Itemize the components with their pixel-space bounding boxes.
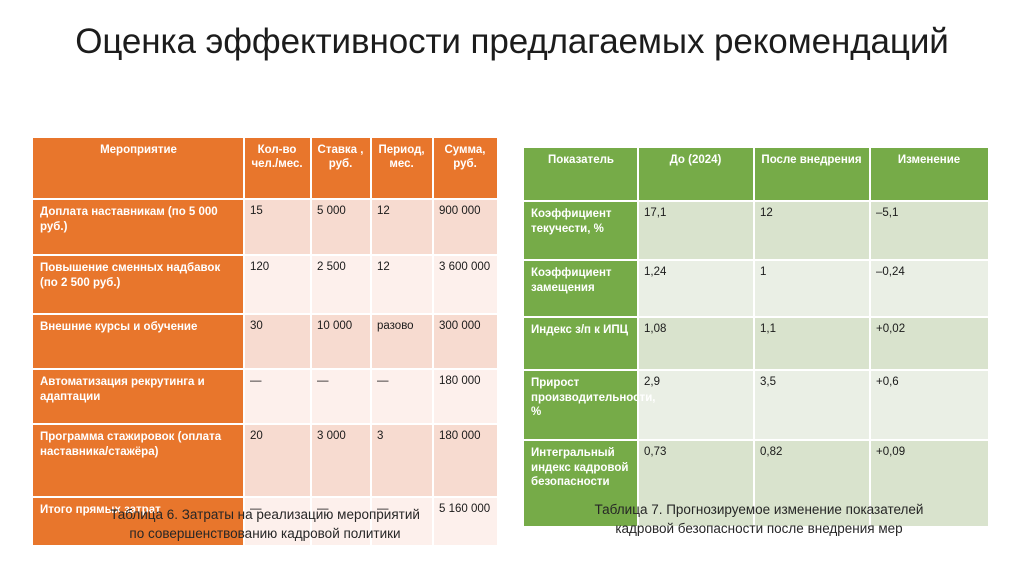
cell-before: 17,1: [637, 201, 753, 260]
forecast-table-header: Показатель До (2024) После внедрения Изм…: [524, 148, 988, 202]
cell-headcount: 120: [243, 254, 310, 314]
cell-amount: 3 600 000: [432, 254, 497, 314]
cell-change: –0,24: [869, 259, 988, 317]
cell-period: разово: [370, 313, 432, 369]
cell-rate: 2 500: [310, 254, 370, 314]
cell-headcount: 30: [243, 313, 310, 369]
cell-indicator: Интегральный индекс кадровой безопасност…: [524, 439, 637, 526]
costs-table: Мероприятие Кол-во чел./мес. Ставка , ру…: [33, 138, 497, 545]
cell-after: 3,5: [753, 369, 869, 440]
caption-line-1: Таблица 6. Затраты на реализацию меропри…: [110, 507, 420, 522]
cell-change: +0,02: [869, 316, 988, 370]
forecast-table-caption: Таблица 7. Прогнозируемое изменение пока…: [524, 500, 994, 538]
cell-headcount: 20: [243, 423, 310, 497]
cell-before: 0,73: [637, 439, 753, 526]
cell-indicator: Индекс з/п к ИПЦ: [524, 316, 637, 370]
cell-rate: 3 000: [310, 423, 370, 497]
cell-amount: 5 160 000: [432, 496, 497, 545]
cell-headcount: —: [243, 496, 310, 545]
cell-rate: 5 000: [310, 199, 370, 255]
cell-measure: Итого прямых затрат: [33, 496, 243, 545]
forecast-table: Показатель До (2024) После внедрения Изм…: [524, 148, 988, 526]
col-header-after: После внедрения: [753, 148, 869, 202]
cell-amount: 900 000: [432, 199, 497, 255]
cell-indicator: Коэффициент текучести, %: [524, 201, 637, 260]
col-header-headcount: Кол-во чел./мес.: [243, 138, 310, 200]
cell-rate: —: [310, 368, 370, 424]
cell-after: 12: [753, 201, 869, 260]
cell-amount: 180 000: [432, 423, 497, 497]
cell-change: +0,6: [869, 369, 988, 440]
cell-after: 1: [753, 259, 869, 317]
cell-amount: 300 000: [432, 313, 497, 369]
table-row: Автоматизация рекрутинга и адаптации — —…: [33, 368, 497, 424]
col-header-period: Период, мес.: [370, 138, 432, 200]
table-row: Программа стажировок (оплата наставника/…: [33, 423, 497, 497]
cell-amount: 180 000: [432, 368, 497, 424]
cell-headcount: —: [243, 368, 310, 424]
cell-indicator: Прирост производительности, %: [524, 369, 655, 440]
table-header-row: Мероприятие Кол-во чел./мес. Ставка , ру…: [33, 138, 497, 200]
col-header-change: Изменение: [869, 148, 988, 202]
table-row: Коэффициент текучести, % 17,1 12 –5,1: [524, 201, 988, 260]
cell-period: —: [370, 368, 432, 424]
cell-measure: Внешние курсы и обучение: [33, 313, 243, 369]
cell-period: 12: [370, 254, 432, 314]
caption-line-1: Таблица 7. Прогнозируемое изменение пока…: [594, 502, 924, 517]
cell-headcount: 15: [243, 199, 310, 255]
cell-rate: 10 000: [310, 313, 370, 369]
table-header-row: Показатель До (2024) После внедрения Изм…: [524, 148, 988, 202]
costs-table-caption: Таблица 6. Затраты на реализацию меропри…: [33, 505, 497, 543]
table-row: Внешние курсы и обучение 30 10 000 разов…: [33, 313, 497, 369]
cell-after: 0,82: [753, 439, 869, 526]
cell-measure: Доплата наставникам (по 5 000 руб.): [33, 199, 243, 255]
table-row: Индекс з/п к ИПЦ 1,08 1,1 +0,02: [524, 316, 988, 370]
table-row: Интегральный индекс кадровой безопасност…: [524, 439, 988, 526]
page-title: Оценка эффективности предлагаемых рекоме…: [75, 22, 949, 61]
cell-period: —: [370, 496, 432, 545]
cell-before: 1,08: [637, 316, 753, 370]
cell-change: +0,09: [869, 439, 988, 526]
cell-period: 12: [370, 199, 432, 255]
table-row: Коэффициент замещения 1,24 1 –0,24: [524, 259, 988, 317]
table-row: Доплата наставникам (по 5 000 руб.) 15 5…: [33, 199, 497, 255]
cell-before: 2,9: [637, 369, 753, 440]
table-row: Прирост производительности, % 2,9 3,5 +0…: [524, 369, 988, 440]
table-row: Повышение сменных надбавок (по 2 500 руб…: [33, 254, 497, 314]
costs-table-body: Доплата наставникам (по 5 000 руб.) 15 5…: [33, 199, 497, 545]
caption-line-2: по совершенствованию кадровой политики: [129, 526, 401, 542]
cell-period: 3: [370, 423, 432, 497]
cell-measure: Повышение сменных надбавок (по 2 500 руб…: [33, 254, 243, 314]
col-header-amount: Сумма, руб.: [432, 138, 497, 200]
cell-measure: Программа стажировок (оплата наставника/…: [33, 423, 243, 497]
cell-indicator: Коэффициент замещения: [524, 259, 637, 317]
cell-after: 1,1: [753, 316, 869, 370]
cell-before: 1,24: [637, 259, 753, 317]
col-header-indicator: Показатель: [524, 148, 637, 202]
cell-rate: —: [310, 496, 370, 545]
table-row-total: Итого прямых затрат — — — 5 160 000: [33, 496, 497, 545]
cell-measure: Автоматизация рекрутинга и адаптации: [33, 368, 243, 424]
caption-line-2: кадровой безопасности после внедрения ме…: [615, 521, 903, 537]
forecast-table-body: Коэффициент текучести, % 17,1 12 –5,1 Ко…: [524, 201, 988, 526]
cell-change: –5,1: [869, 201, 988, 260]
col-header-measure: Мероприятие: [33, 138, 243, 200]
col-header-rate: Ставка , руб.: [310, 138, 370, 200]
col-header-before: До (2024): [637, 148, 753, 202]
costs-table-header: Мероприятие Кол-во чел./мес. Ставка , ру…: [33, 138, 497, 200]
